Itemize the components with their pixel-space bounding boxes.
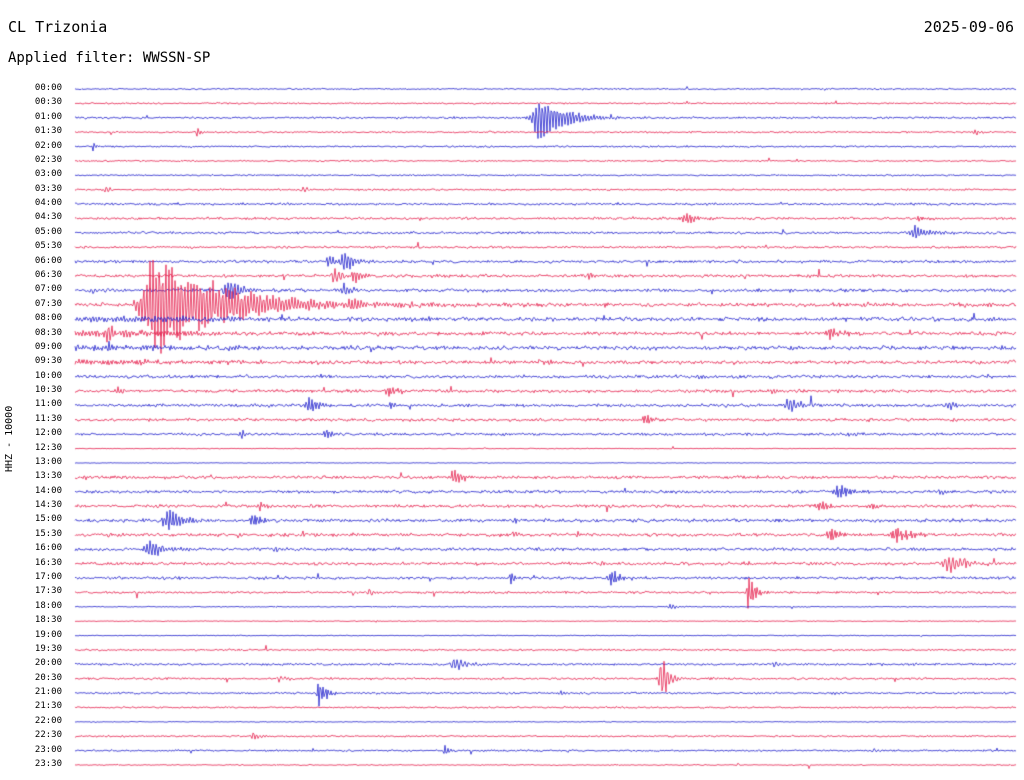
- time-label-0500: 05:00: [34, 226, 62, 237]
- time-label-0830: 08:30: [34, 327, 62, 338]
- time-label-2000: 20:00: [34, 658, 62, 669]
- time-label-0730: 07:30: [34, 298, 62, 309]
- time-label-0400: 04:00: [34, 198, 62, 209]
- time-label-1100: 11:00: [34, 399, 62, 410]
- time-label-1600: 16:00: [34, 543, 62, 554]
- time-label-0900: 09:00: [34, 341, 62, 352]
- time-label-1430: 14:30: [34, 500, 62, 511]
- time-label-0530: 05:30: [34, 241, 62, 252]
- time-label-1830: 18:30: [34, 615, 62, 626]
- time-label-1800: 18:00: [34, 600, 62, 611]
- time-label-0030: 00:30: [34, 97, 62, 108]
- time-label-1030: 10:30: [34, 385, 62, 396]
- time-label-0600: 06:00: [34, 255, 62, 266]
- time-label-0100: 01:00: [34, 111, 62, 122]
- time-label-1300: 13:00: [34, 456, 62, 467]
- time-label-1400: 14:00: [34, 485, 62, 496]
- time-label-0000: 00:00: [34, 83, 62, 93]
- time-label-1330: 13:30: [34, 471, 62, 482]
- time-label-1930: 19:30: [34, 643, 62, 654]
- time-label-1700: 17:00: [34, 572, 62, 583]
- time-label-1500: 15:00: [34, 514, 62, 525]
- time-label-0700: 07:00: [34, 284, 62, 295]
- time-label-2030: 20:30: [34, 672, 62, 683]
- time-label-0130: 01:30: [34, 126, 62, 137]
- time-label-2330: 23:30: [34, 759, 62, 769]
- time-label-0230: 02:30: [34, 154, 62, 165]
- time-label-0200: 02:00: [34, 140, 62, 151]
- time-label-2200: 22:00: [34, 715, 62, 726]
- time-label-1630: 16:30: [34, 557, 62, 568]
- time-label-1530: 15:30: [34, 528, 62, 539]
- time-label-1900: 19:00: [34, 629, 62, 640]
- time-label-2100: 21:00: [34, 687, 62, 698]
- time-label-0300: 03:00: [34, 169, 62, 180]
- time-label-2300: 23:00: [34, 744, 62, 755]
- time-label-1230: 12:30: [34, 442, 62, 453]
- time-label-2130: 21:30: [34, 701, 62, 712]
- time-label-0930: 09:30: [34, 356, 62, 367]
- time-label-0630: 06:30: [34, 269, 62, 280]
- time-label-1130: 11:30: [34, 413, 62, 424]
- time-label-0800: 08:00: [34, 313, 62, 324]
- time-label-2230: 22:30: [34, 730, 62, 741]
- time-label-1730: 17:30: [34, 586, 62, 597]
- time-label-0430: 04:30: [34, 212, 62, 223]
- time-label-1000: 10:00: [34, 370, 62, 381]
- time-label-0330: 03:30: [34, 183, 62, 194]
- time-label-1200: 12:00: [34, 428, 62, 439]
